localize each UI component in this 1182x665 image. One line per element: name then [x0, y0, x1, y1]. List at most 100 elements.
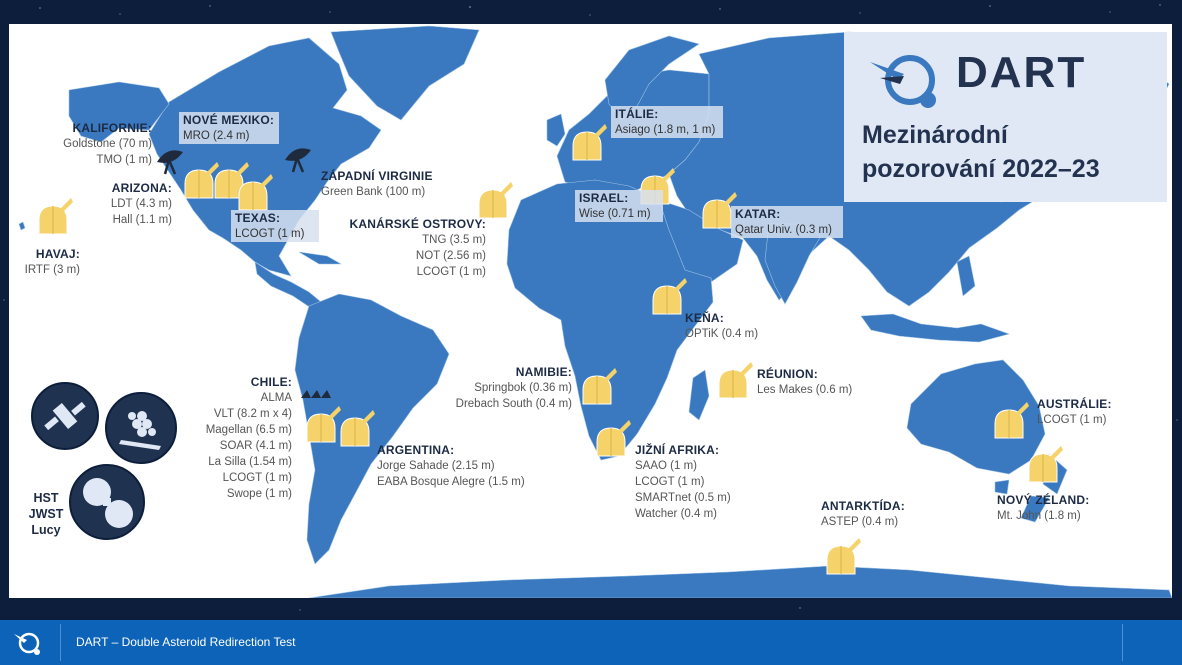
indonesia-shape — [860, 313, 1011, 343]
label-arizona-line: Hall (1.1 m) — [112, 214, 172, 226]
label-texas-line: LCOGT (1 m) — [235, 228, 305, 240]
label-antarktida-heading: ANTARKTÍDA: — [821, 499, 905, 513]
label-argentina-line: Jorge Sahade (2.15 m) — [377, 460, 495, 472]
footer-bar: DART – Double Asteroid Redirection Test — [0, 620, 1182, 665]
space-telescopes-label: HST JWST Lucy — [23, 490, 69, 538]
label-arizona: ARIZONA: LDT (4.3 m) Hall (1.1 m) — [111, 180, 172, 228]
label-novy-zeland: NOVÝ ZÉLAND: Mt. John (1.8 m) — [997, 492, 1089, 524]
label-argentina-line: EABA Bosque Alegre (1.5 m) — [377, 476, 525, 488]
label-kanarske-line: NOT (2.56 m) — [415, 250, 486, 262]
label-kena-line: OPTiK (0.4 m) — [685, 328, 759, 340]
footer-divider — [1122, 624, 1123, 661]
dart-logo-icon — [870, 55, 936, 108]
cuba-shape — [298, 251, 343, 265]
observatory-icon — [306, 406, 341, 443]
label-jizni-afrika-line: SMARTnet (0.5 m) — [635, 492, 731, 504]
label-chile-line: La Silla (1.54 m) — [208, 456, 292, 468]
observatory-icon — [826, 538, 861, 575]
label-australie: AUSTRÁLIE: LCOGT (1 m) — [1037, 396, 1112, 428]
label-texas: TEXAS: LCOGT (1 m) — [231, 210, 319, 242]
label-havaj: HAVAJ: IRTF (3 m) — [25, 246, 80, 278]
central-america-shape — [254, 261, 322, 309]
footer-text: DART – Double Asteroid Redirection Test — [76, 635, 296, 649]
space-telescope-hst: HST — [33, 491, 59, 505]
greenland-shape — [330, 25, 480, 121]
britain-shape — [546, 113, 566, 147]
label-katar-heading: KATAR: — [735, 207, 781, 221]
alma-array-icon — [301, 390, 331, 398]
label-jizni-afrika-line: SAAO (1 m) — [635, 460, 697, 472]
label-italie-line: Asiago (1.8 m, 1 m) — [615, 124, 716, 136]
label-chile-line: SOAR (4.1 m) — [219, 440, 292, 452]
label-nove-mexiko: NOVÉ MEXIKO: MRO (2.4 m) — [179, 112, 279, 144]
footer-divider — [60, 624, 61, 661]
observatory-icon — [994, 402, 1029, 439]
label-jizni-afrika: JIŽNÍ AFRIKA: SAAO (1 m) LCOGT (1 m) SMA… — [635, 442, 731, 522]
label-chile-heading: CHILE: — [250, 375, 292, 389]
label-kanarske-line: LCOGT (1 m) — [416, 266, 486, 278]
new-zealand-south-shape — [1020, 495, 1050, 523]
space-telescope-jwst: JWST — [28, 507, 64, 521]
label-zapadni-virginie: ZÁPADNÍ VIRGINIE Green Bank (100 m) — [321, 168, 433, 200]
observatory-icon — [652, 278, 687, 315]
observatory-icon — [596, 420, 631, 457]
label-chile-line: Swope (1 m) — [226, 488, 292, 500]
label-namibie-heading: NAMIBIE: — [515, 365, 572, 379]
label-chile-line: VLT (8.2 m x 4) — [213, 408, 292, 420]
label-reunion-heading: RÉUNION: — [757, 367, 818, 381]
label-izrael-heading: ISRAEL: — [579, 191, 629, 205]
label-chile-line: ALMA — [260, 392, 292, 404]
label-izrael: ISRAEL: Wise (0.71 m) — [575, 190, 663, 222]
label-nove-mexiko-heading: NOVÉ MEXIKO: — [183, 113, 275, 127]
label-italie: ITÁLIE: Asiago (1.8 m, 1 m) — [611, 106, 723, 138]
label-havaj-heading: HAVAJ: — [35, 247, 80, 261]
label-jizni-afrika-line: LCOGT (1 m) — [635, 476, 705, 488]
hst-spacecraft-icon — [31, 382, 99, 450]
label-kanarske-line: TNG (3.5 m) — [422, 234, 486, 246]
label-argentina-heading: ARGENTINA: — [377, 443, 455, 457]
label-reunion: RÉUNION: Les Makes (0.6 m) — [757, 366, 852, 398]
label-havaj-line: IRTF (3 m) — [24, 264, 80, 276]
brand-name: DART — [956, 48, 1087, 97]
label-kalifornie: KALIFORNIE: Goldstone (70 m) TMO (1 m) — [63, 120, 152, 168]
radio-dish-icon — [285, 148, 311, 173]
label-chile-line: Magellan (6.5 m) — [205, 424, 292, 436]
tasmania-shape — [994, 479, 1010, 495]
label-arizona-line: LDT (4.3 m) — [110, 198, 172, 210]
label-antarktida-line: ASTEP (0.4 m) — [821, 516, 899, 528]
label-izrael-line: Wise (0.71 m) — [579, 208, 651, 220]
jwst-spacecraft-icon — [105, 392, 177, 464]
label-reunion-line: Les Makes (0.6 m) — [757, 384, 853, 396]
observatory-icon — [582, 368, 617, 405]
label-kalifornie-line: Goldstone (70 m) — [63, 138, 152, 150]
label-chile-line: LCOGT (1 m) — [222, 472, 292, 484]
label-namibie: NAMIBIE: Springbok (0.36 m) Drebach Sout… — [456, 364, 572, 412]
madagascar-shape — [688, 369, 710, 421]
lucy-spacecraft-icon — [69, 464, 145, 540]
label-kena-heading: KEŇA: — [685, 311, 724, 325]
brand-box: DART Mezinárodní pozorování 2022–23 — [844, 32, 1167, 202]
observatory-icon — [214, 162, 249, 199]
label-italie-heading: ITÁLIE: — [615, 107, 659, 121]
label-argentina: ARGENTINA: Jorge Sahade (2.15 m) EABA Bo… — [377, 442, 525, 490]
label-zapadni-virginie-line: Green Bank (100 m) — [321, 186, 426, 198]
space-telescope-lucy: Lucy — [31, 523, 61, 537]
dart-footer-logo-icon — [14, 632, 40, 655]
radio-dish-icon — [157, 150, 183, 175]
south-america-shape — [294, 293, 450, 565]
label-kanarske-ostrovy: KANÁRSKÉ OSTROVY: TNG (3.5 m) NOT (2.56 … — [349, 216, 486, 280]
philippines-shape — [956, 255, 976, 297]
hawaii-shape — [18, 221, 26, 231]
australia-shape — [906, 359, 1046, 475]
label-kanarske-heading: KANÁRSKÉ OSTROVY: — [349, 217, 486, 231]
label-novy-zeland-heading: NOVÝ ZÉLAND: — [997, 493, 1090, 507]
page-title: Mezinárodní pozorování 2022–23 — [862, 118, 1100, 186]
label-antarktida: ANTARKTÍDA: ASTEP (0.4 m) — [821, 498, 905, 530]
label-chile: CHILE: ALMA VLT (8.2 m x 4) Magellan (6.… — [206, 374, 292, 502]
observatory-icon — [572, 124, 607, 161]
observatory-icon — [238, 174, 273, 211]
observatory-icon — [702, 192, 737, 229]
label-australie-line: LCOGT (1 m) — [1037, 414, 1107, 426]
label-jizni-afrika-heading: JIŽNÍ AFRIKA: — [635, 443, 720, 457]
label-kalifornie-heading: KALIFORNIE: — [72, 121, 152, 135]
